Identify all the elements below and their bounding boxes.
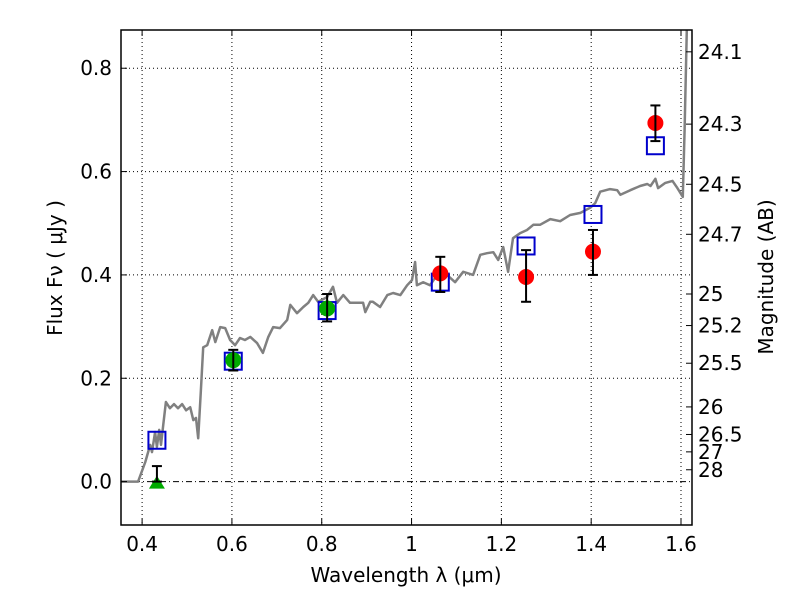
x-tick-label: 1 (405, 532, 418, 556)
x-tick-label: 1.6 (665, 532, 697, 556)
x-tick-label: 0.6 (216, 532, 248, 556)
y-tick-label: 0.4 (80, 263, 112, 287)
x-tick-label: 0.4 (126, 532, 158, 556)
x-axis: 0.4 0.6 0.8 1 1.2 1.4 1.6 (126, 30, 697, 556)
y-tick-label: 0.0 (80, 470, 112, 494)
right-tick-label: 24.5 (698, 172, 743, 196)
model-photometry-square (583, 204, 603, 224)
right-tick-label: 24.3 (698, 112, 743, 136)
x-tick-label: 0.8 (306, 532, 338, 556)
y-tick-label: 0.2 (80, 366, 112, 390)
right-tick-label: 26.5 (698, 422, 743, 446)
grid (121, 30, 692, 525)
y-tick-label: 0.6 (80, 160, 112, 184)
x-tick-label: 1.2 (485, 532, 517, 556)
model-photometry-square (147, 430, 167, 450)
y-axis: 0.0 0.2 0.4 0.6 0.8 (80, 56, 127, 494)
markers (147, 104, 665, 489)
right-tick-label: 27 (698, 440, 723, 464)
right-tick-label: 25.2 (698, 314, 743, 338)
right-tick-label: 24.7 (698, 222, 743, 246)
right-tick-label: 26 (698, 395, 723, 419)
right-tick-label: 25 (698, 282, 723, 306)
axes-frame (120, 29, 693, 526)
right-axis-label: Magnitude (AB) (754, 199, 778, 354)
y-axis-label: Flux Fν ( μJy ) (43, 200, 67, 336)
right-tick-label: 24.1 (698, 40, 743, 64)
right-tick-label: 25.5 (698, 351, 743, 375)
x-tick-label: 1.4 (575, 532, 607, 556)
x-axis-label: Wavelength λ (μm) (310, 563, 501, 587)
y-tick-label: 0.8 (80, 56, 112, 80)
right-tick-label: 28 (698, 458, 723, 482)
